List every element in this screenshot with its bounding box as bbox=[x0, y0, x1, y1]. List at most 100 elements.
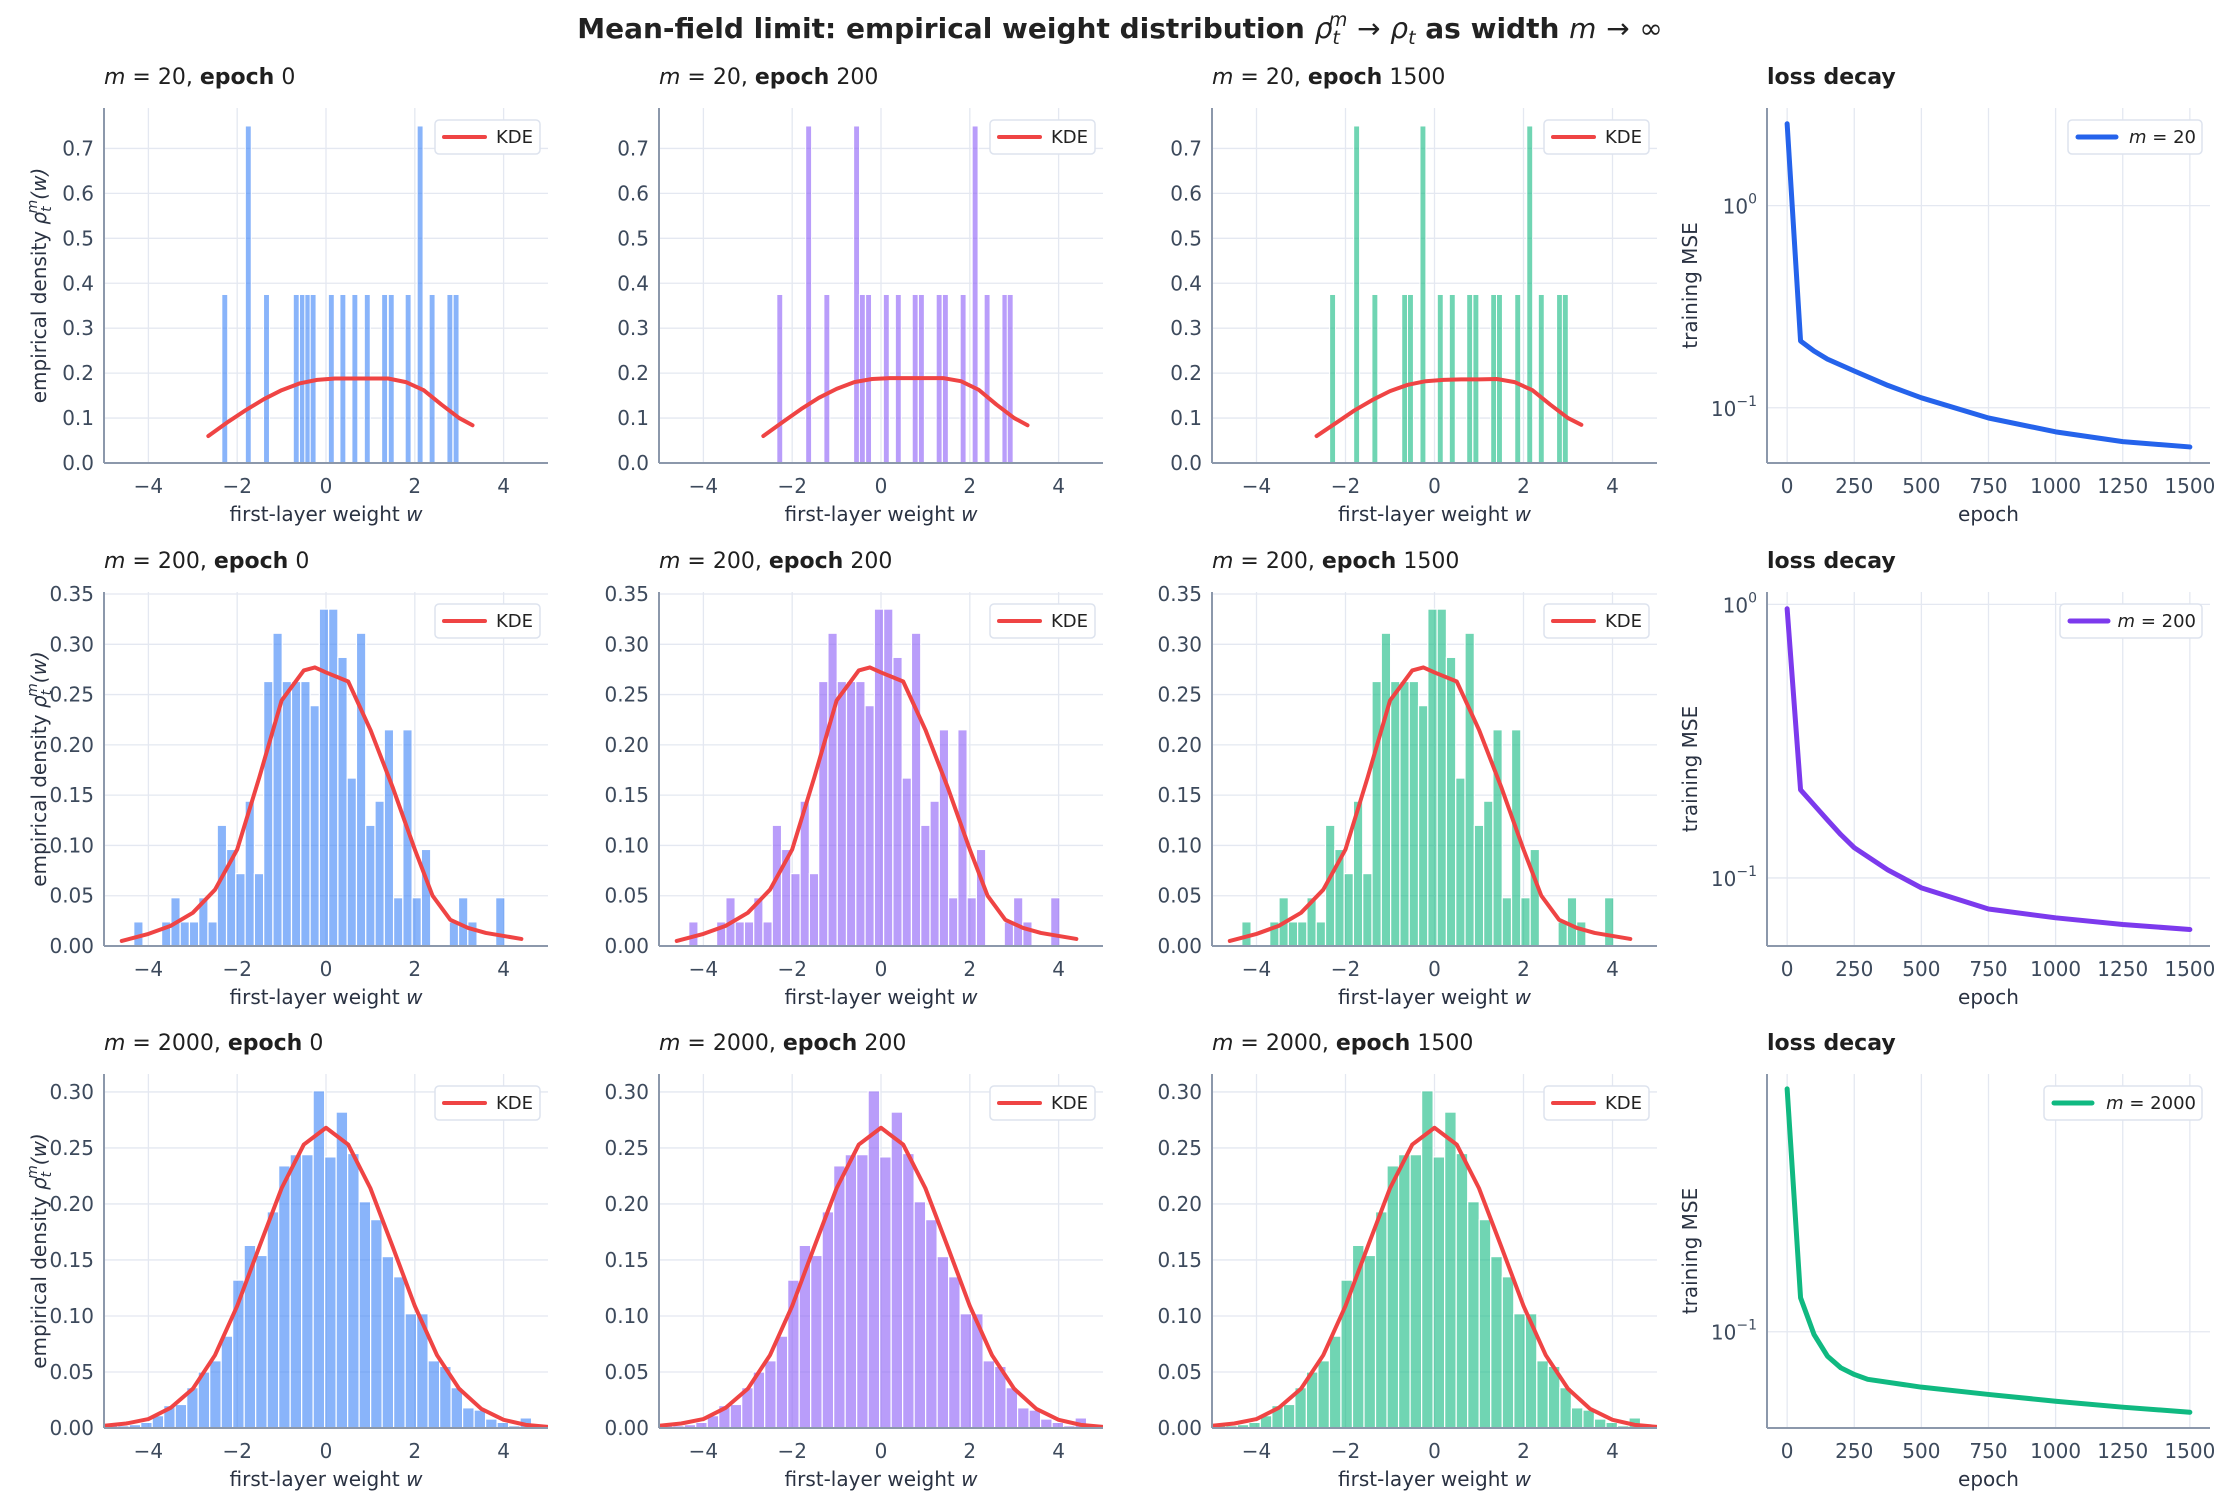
histogram-bar bbox=[235, 872, 246, 946]
legend-box bbox=[1543, 603, 1650, 639]
histogram-bar bbox=[1473, 824, 1485, 946]
x-tick-label: −2 bbox=[1331, 474, 1360, 498]
text-part: t bbox=[39, 206, 55, 212]
y-tick-label: 0.2 bbox=[1170, 361, 1202, 385]
x-tick-label: 2 bbox=[963, 474, 976, 498]
text-part: m bbox=[104, 65, 125, 90]
text-part: m bbox=[2118, 611, 2136, 632]
text-part: m bbox=[25, 200, 41, 214]
x-tick-label: 4 bbox=[1052, 1439, 1065, 1463]
histogram-bar bbox=[867, 1090, 881, 1428]
y-tick-label: 0.30 bbox=[49, 1080, 94, 1104]
panel-title: loss decay bbox=[1767, 549, 1896, 574]
histogram-bar bbox=[392, 897, 404, 946]
legend-box bbox=[434, 1085, 541, 1121]
text-part: (w) bbox=[27, 1133, 51, 1165]
histogram-bar bbox=[1444, 1111, 1457, 1428]
x-axis-label: epoch bbox=[1958, 985, 2019, 1009]
text-part: t bbox=[39, 1171, 55, 1177]
text-part: w bbox=[1515, 502, 1532, 526]
y-tick-label: 0.4 bbox=[1170, 271, 1202, 295]
y-tick-label: 0.30 bbox=[604, 632, 649, 656]
histogram-bar bbox=[1427, 608, 1438, 946]
text-part: epoch bbox=[214, 549, 289, 574]
x-axis-label: first-layer weight w bbox=[785, 985, 979, 1009]
histogram-bar bbox=[844, 1154, 858, 1428]
text-part: 1500 bbox=[1403, 549, 1459, 574]
histogram-bar bbox=[1455, 777, 1466, 946]
y-tick-label: 0.20 bbox=[1157, 1192, 1202, 1216]
histogram-bar bbox=[1363, 1254, 1377, 1428]
histogram-bar bbox=[370, 1219, 383, 1428]
y-tick-label: 0.00 bbox=[604, 1416, 649, 1440]
text-part: 200 bbox=[836, 65, 878, 90]
x-tick-label: −2 bbox=[222, 957, 251, 981]
text-part: 20 bbox=[1266, 65, 1294, 90]
x-axis-label: epoch bbox=[1958, 1467, 2019, 1491]
histogram-bar bbox=[1464, 632, 1475, 946]
kde-line bbox=[206, 376, 475, 439]
histogram-bar bbox=[461, 1407, 475, 1428]
x-tick-label: 2 bbox=[408, 474, 421, 498]
x-axis-label: epoch bbox=[1958, 502, 2019, 526]
y-tick-label: 10−1 bbox=[1711, 1318, 1757, 1345]
y-tick-label: 0.5 bbox=[617, 226, 649, 250]
histogram-bar bbox=[1374, 1211, 1388, 1428]
histogram-bar bbox=[495, 897, 506, 946]
y-tick-label: 0.05 bbox=[1157, 1360, 1202, 1384]
histogram-bar bbox=[873, 608, 885, 946]
histogram-panel: −4 −2 0 2 4 0.00 0.05 0.10 0.15 0.20 0.25 0.30 0.35 m… bbox=[1157, 549, 1657, 1009]
histogram-bar bbox=[1386, 1165, 1400, 1428]
text-part: epoch bbox=[1336, 1031, 1411, 1056]
legend-box bbox=[989, 119, 1096, 155]
x-tick-label: −4 bbox=[134, 957, 163, 981]
histogram-bar bbox=[902, 1152, 915, 1428]
histogram-bar bbox=[743, 921, 755, 946]
y-tick-label: 0.15 bbox=[49, 783, 94, 807]
text-part: as width bbox=[1425, 12, 1559, 45]
x-tick-label: 2 bbox=[1517, 474, 1530, 498]
y-axis-label: empirical density ρtm(w) bbox=[25, 168, 55, 404]
text-part: 0 bbox=[295, 549, 309, 574]
legend-box bbox=[2067, 119, 2203, 155]
x-tick-label: −4 bbox=[689, 474, 718, 498]
text-part bbox=[1305, 12, 1315, 45]
text-part: 0 bbox=[1748, 590, 1757, 606]
plot-area bbox=[119, 608, 524, 946]
y-tick-label: 0.05 bbox=[49, 1360, 94, 1384]
y-tick-label: 0.35 bbox=[1157, 582, 1202, 606]
histogram-bar bbox=[775, 1335, 789, 1428]
y-tick-label: 0.5 bbox=[62, 226, 94, 250]
text-part bbox=[1559, 12, 1569, 45]
legend-box bbox=[2059, 603, 2203, 639]
text-part: epoch bbox=[783, 1031, 858, 1056]
text-part bbox=[302, 1031, 309, 1056]
x-tick-label: −4 bbox=[689, 957, 718, 981]
legend-label: KDE bbox=[1051, 1093, 1088, 1114]
histogram-bar bbox=[975, 848, 987, 946]
x-tick-label: 2 bbox=[1517, 957, 1530, 981]
text-part: ρ bbox=[27, 695, 51, 708]
histogram-bar bbox=[1409, 1154, 1423, 1428]
x-tick-label: 0 bbox=[1428, 1439, 1441, 1463]
x-tick-label: 4 bbox=[1052, 957, 1065, 981]
text-part: = 2000 bbox=[2129, 1093, 2196, 1114]
text-part: 1500 bbox=[1417, 1031, 1473, 1056]
panel-title: m = 200, epoch 1500 bbox=[1212, 549, 1459, 574]
text-part: , bbox=[755, 549, 769, 574]
legend: KDE bbox=[989, 1085, 1096, 1121]
y-tick-label: 0.15 bbox=[604, 783, 649, 807]
x-tick-label: −2 bbox=[777, 957, 806, 981]
x-tick-label: 0 bbox=[320, 957, 333, 981]
histogram-bar bbox=[1005, 1387, 1019, 1428]
text-part: first-layer weight bbox=[1338, 502, 1508, 526]
text-part bbox=[1596, 12, 1606, 45]
x-tick-label: 1500 bbox=[2164, 957, 2215, 981]
x-tick-label: −4 bbox=[134, 1439, 163, 1463]
text-part: , bbox=[214, 1031, 228, 1056]
y-tick-label: 0.30 bbox=[49, 632, 94, 656]
text-part: → bbox=[1357, 12, 1380, 45]
text-part: m bbox=[1212, 65, 1233, 90]
histogram-bar bbox=[1501, 1276, 1515, 1428]
histogram-bar bbox=[335, 1111, 349, 1428]
